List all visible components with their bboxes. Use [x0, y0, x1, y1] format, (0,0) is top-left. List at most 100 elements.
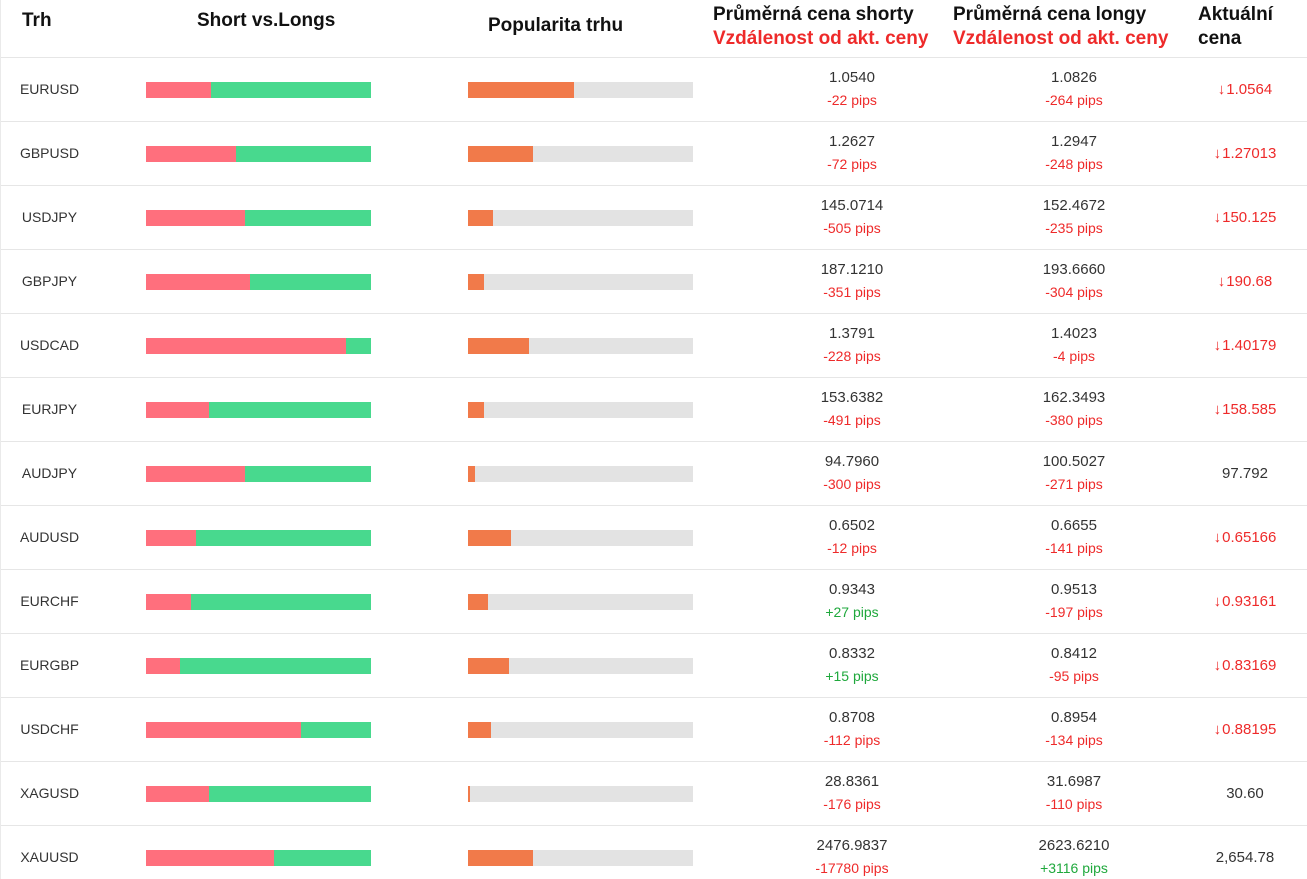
table-row[interactable]: USDCAD 1.3791 -228 pips 1.4023 -4 pips ↓1.401…: [1, 314, 1307, 378]
market-symbol[interactable]: EURGBP: [19, 657, 80, 673]
market-symbol[interactable]: XAUUSD: [20, 849, 79, 865]
short-share-fill: [146, 722, 302, 738]
market-symbol[interactable]: GBPJPY: [21, 273, 78, 289]
header-market[interactable]: Trh: [22, 10, 52, 31]
short-vs-long-bar: [146, 338, 371, 354]
popularity-fill: [468, 466, 475, 482]
table-row[interactable]: AUDJPY 94.7960 -300 pips 100.5027 -271 pips 9…: [1, 442, 1307, 506]
market-symbol[interactable]: USDCAD: [19, 337, 80, 353]
avg-short-cell-distance: -112 pips: [823, 732, 881, 748]
avg-short-cell: 94.7960 -300 pips: [752, 452, 952, 496]
current-price: 0.65166: [1222, 529, 1277, 546]
table-row[interactable]: EURCHF 0.9343 +27 pips 0.9513 -197 pips ↓0.93…: [1, 570, 1307, 634]
table-row[interactable]: EURGBP 0.8332 +15 pips 0.8412 -95 pips ↓0.831…: [1, 634, 1307, 698]
current-price: 150.125: [1222, 209, 1277, 226]
avg-short-cell: 0.9343 +27 pips: [752, 580, 952, 624]
avg-long-cell-price: 152.4672: [1042, 197, 1106, 214]
short-share-fill: [146, 530, 196, 546]
table-row[interactable]: USDJPY 145.0714 -505 pips 152.4672 -235 pips…: [1, 186, 1307, 250]
table-row[interactable]: GBPJPY 187.1210 -351 pips 193.6660 -304 pips…: [1, 250, 1307, 314]
current-price: 158.585: [1222, 401, 1277, 418]
market-symbol[interactable]: EURUSD: [19, 81, 80, 97]
short-vs-long-bar: [146, 210, 371, 226]
market-symbol[interactable]: GBPUSD: [19, 145, 80, 161]
avg-long-cell-price: 31.6987: [1046, 773, 1102, 790]
market-symbol[interactable]: USDCHF: [20, 721, 79, 737]
market-symbol[interactable]: AUDJPY: [21, 465, 78, 481]
current-price: 190.68: [1226, 273, 1273, 290]
table-row[interactable]: XAUUSD 2476.9837 -17780 pips 2623.6210 +3116…: [1, 826, 1307, 879]
avg-short-cell-price: 145.0714: [820, 197, 884, 214]
table-row[interactable]: EURJPY 153.6382 -491 pips 162.3493 -380 pips…: [1, 378, 1307, 442]
popularity-bar: [468, 786, 693, 802]
header-avg-short[interactable]: Průměrná cena shorty Vzdálenost od akt. …: [713, 3, 928, 51]
popularity-bar: [468, 402, 693, 418]
short-share-fill: [146, 658, 180, 674]
short-vs-long-bar: [146, 850, 371, 866]
market-symbol[interactable]: EURJPY: [21, 401, 78, 417]
popularity-bar: [468, 466, 693, 482]
table-row[interactable]: XAGUSD 28.8361 -176 pips 31.6987 -110 pips 30…: [1, 762, 1307, 826]
avg-long-cell-distance: -134 pips: [1045, 732, 1103, 748]
short-vs-long-bar: [146, 786, 371, 802]
popularity-fill: [468, 146, 534, 162]
short-vs-long-bar: [146, 466, 371, 482]
popularity-fill: [468, 82, 574, 98]
avg-short-cell-price: 153.6382: [820, 389, 884, 406]
market-symbol[interactable]: AUDUSD: [19, 529, 80, 545]
short-share-fill: [146, 146, 236, 162]
short-vs-long-bar: [146, 658, 371, 674]
avg-short-cell-price: 2476.9837: [816, 837, 888, 854]
market-symbol[interactable]: EURCHF: [20, 593, 79, 609]
current-price-cell: 97.792: [1186, 442, 1304, 505]
short-vs-long-bar: [146, 402, 371, 418]
avg-long-cell: 1.2947 -248 pips: [974, 132, 1174, 176]
avg-long-cell-distance: -248 pips: [1045, 156, 1103, 172]
table-row[interactable]: AUDUSD 0.6502 -12 pips 0.6655 -141 pips ↓0.65…: [1, 506, 1307, 570]
avg-short-cell: 0.6502 -12 pips: [752, 516, 952, 560]
current-price: 1.0564: [1226, 81, 1273, 98]
popularity-bar: [468, 210, 693, 226]
short-share-fill: [146, 786, 209, 802]
table-row[interactable]: GBPUSD 1.2627 -72 pips 1.2947 -248 pips ↓1.27…: [1, 122, 1307, 186]
short-share-fill: [146, 82, 212, 98]
header-popularity[interactable]: Popularita trhu: [488, 15, 624, 36]
short-vs-long-bar: [146, 274, 371, 290]
avg-long-cell: 2623.6210 +3116 pips: [974, 836, 1174, 879]
avg-short-cell-distance: +27 pips: [825, 604, 879, 620]
avg-short-cell-price: 0.8332: [829, 645, 875, 662]
avg-short-cell-price: 1.2627: [829, 133, 875, 150]
popularity-bar: [468, 274, 693, 290]
market-symbol[interactable]: USDJPY: [21, 209, 78, 225]
arrow-down-icon: ↓: [1213, 593, 1222, 610]
current-price: 0.83169: [1222, 657, 1277, 674]
arrow-down-icon: ↓: [1217, 81, 1226, 98]
short-share-fill: [146, 210, 245, 226]
avg-short-cell-price: 94.7960: [824, 453, 880, 470]
current-price-cell: ↓158.585: [1186, 378, 1304, 441]
header-avg-long[interactable]: Průměrná cena longy Vzdálenost od akt. c…: [953, 3, 1168, 51]
current-price-cell: ↓0.93161: [1186, 570, 1304, 633]
market-symbol[interactable]: XAGUSD: [19, 785, 80, 801]
popularity-bar: [468, 82, 693, 98]
short-share-fill: [146, 274, 250, 290]
short-vs-long-bar: [146, 594, 371, 610]
current-price-cell: ↓190.68: [1186, 250, 1304, 313]
short-vs-long-bar: [146, 722, 371, 738]
table-row[interactable]: EURUSD 1.0540 -22 pips 1.0826 -264 pips ↓1.05…: [1, 58, 1307, 122]
table-row[interactable]: USDCHF 0.8708 -112 pips 0.8954 -134 pips ↓0.8…: [1, 698, 1307, 762]
popularity-fill: [468, 274, 484, 290]
short-vs-long-bar: [146, 530, 371, 546]
current-price: 2,654.78: [1215, 849, 1275, 866]
avg-long-cell: 100.5027 -271 pips: [974, 452, 1174, 496]
avg-long-cell-distance: -4 pips: [1052, 348, 1096, 364]
header-avg-short-sub: Vzdálenost od akt. ceny: [713, 28, 929, 49]
header-current-price[interactable]: Aktuální cena: [1198, 3, 1273, 51]
header-short-vs-longs[interactable]: Short vs.Longs: [197, 10, 336, 31]
avg-short-cell-price: 0.8708: [829, 709, 875, 726]
popularity-bar: [468, 850, 693, 866]
avg-short-cell-price: 187.1210: [820, 261, 884, 278]
avg-short-cell: 2476.9837 -17780 pips: [752, 836, 952, 879]
popularity-bar: [468, 338, 693, 354]
avg-long-cell-price: 2623.6210: [1038, 837, 1110, 854]
